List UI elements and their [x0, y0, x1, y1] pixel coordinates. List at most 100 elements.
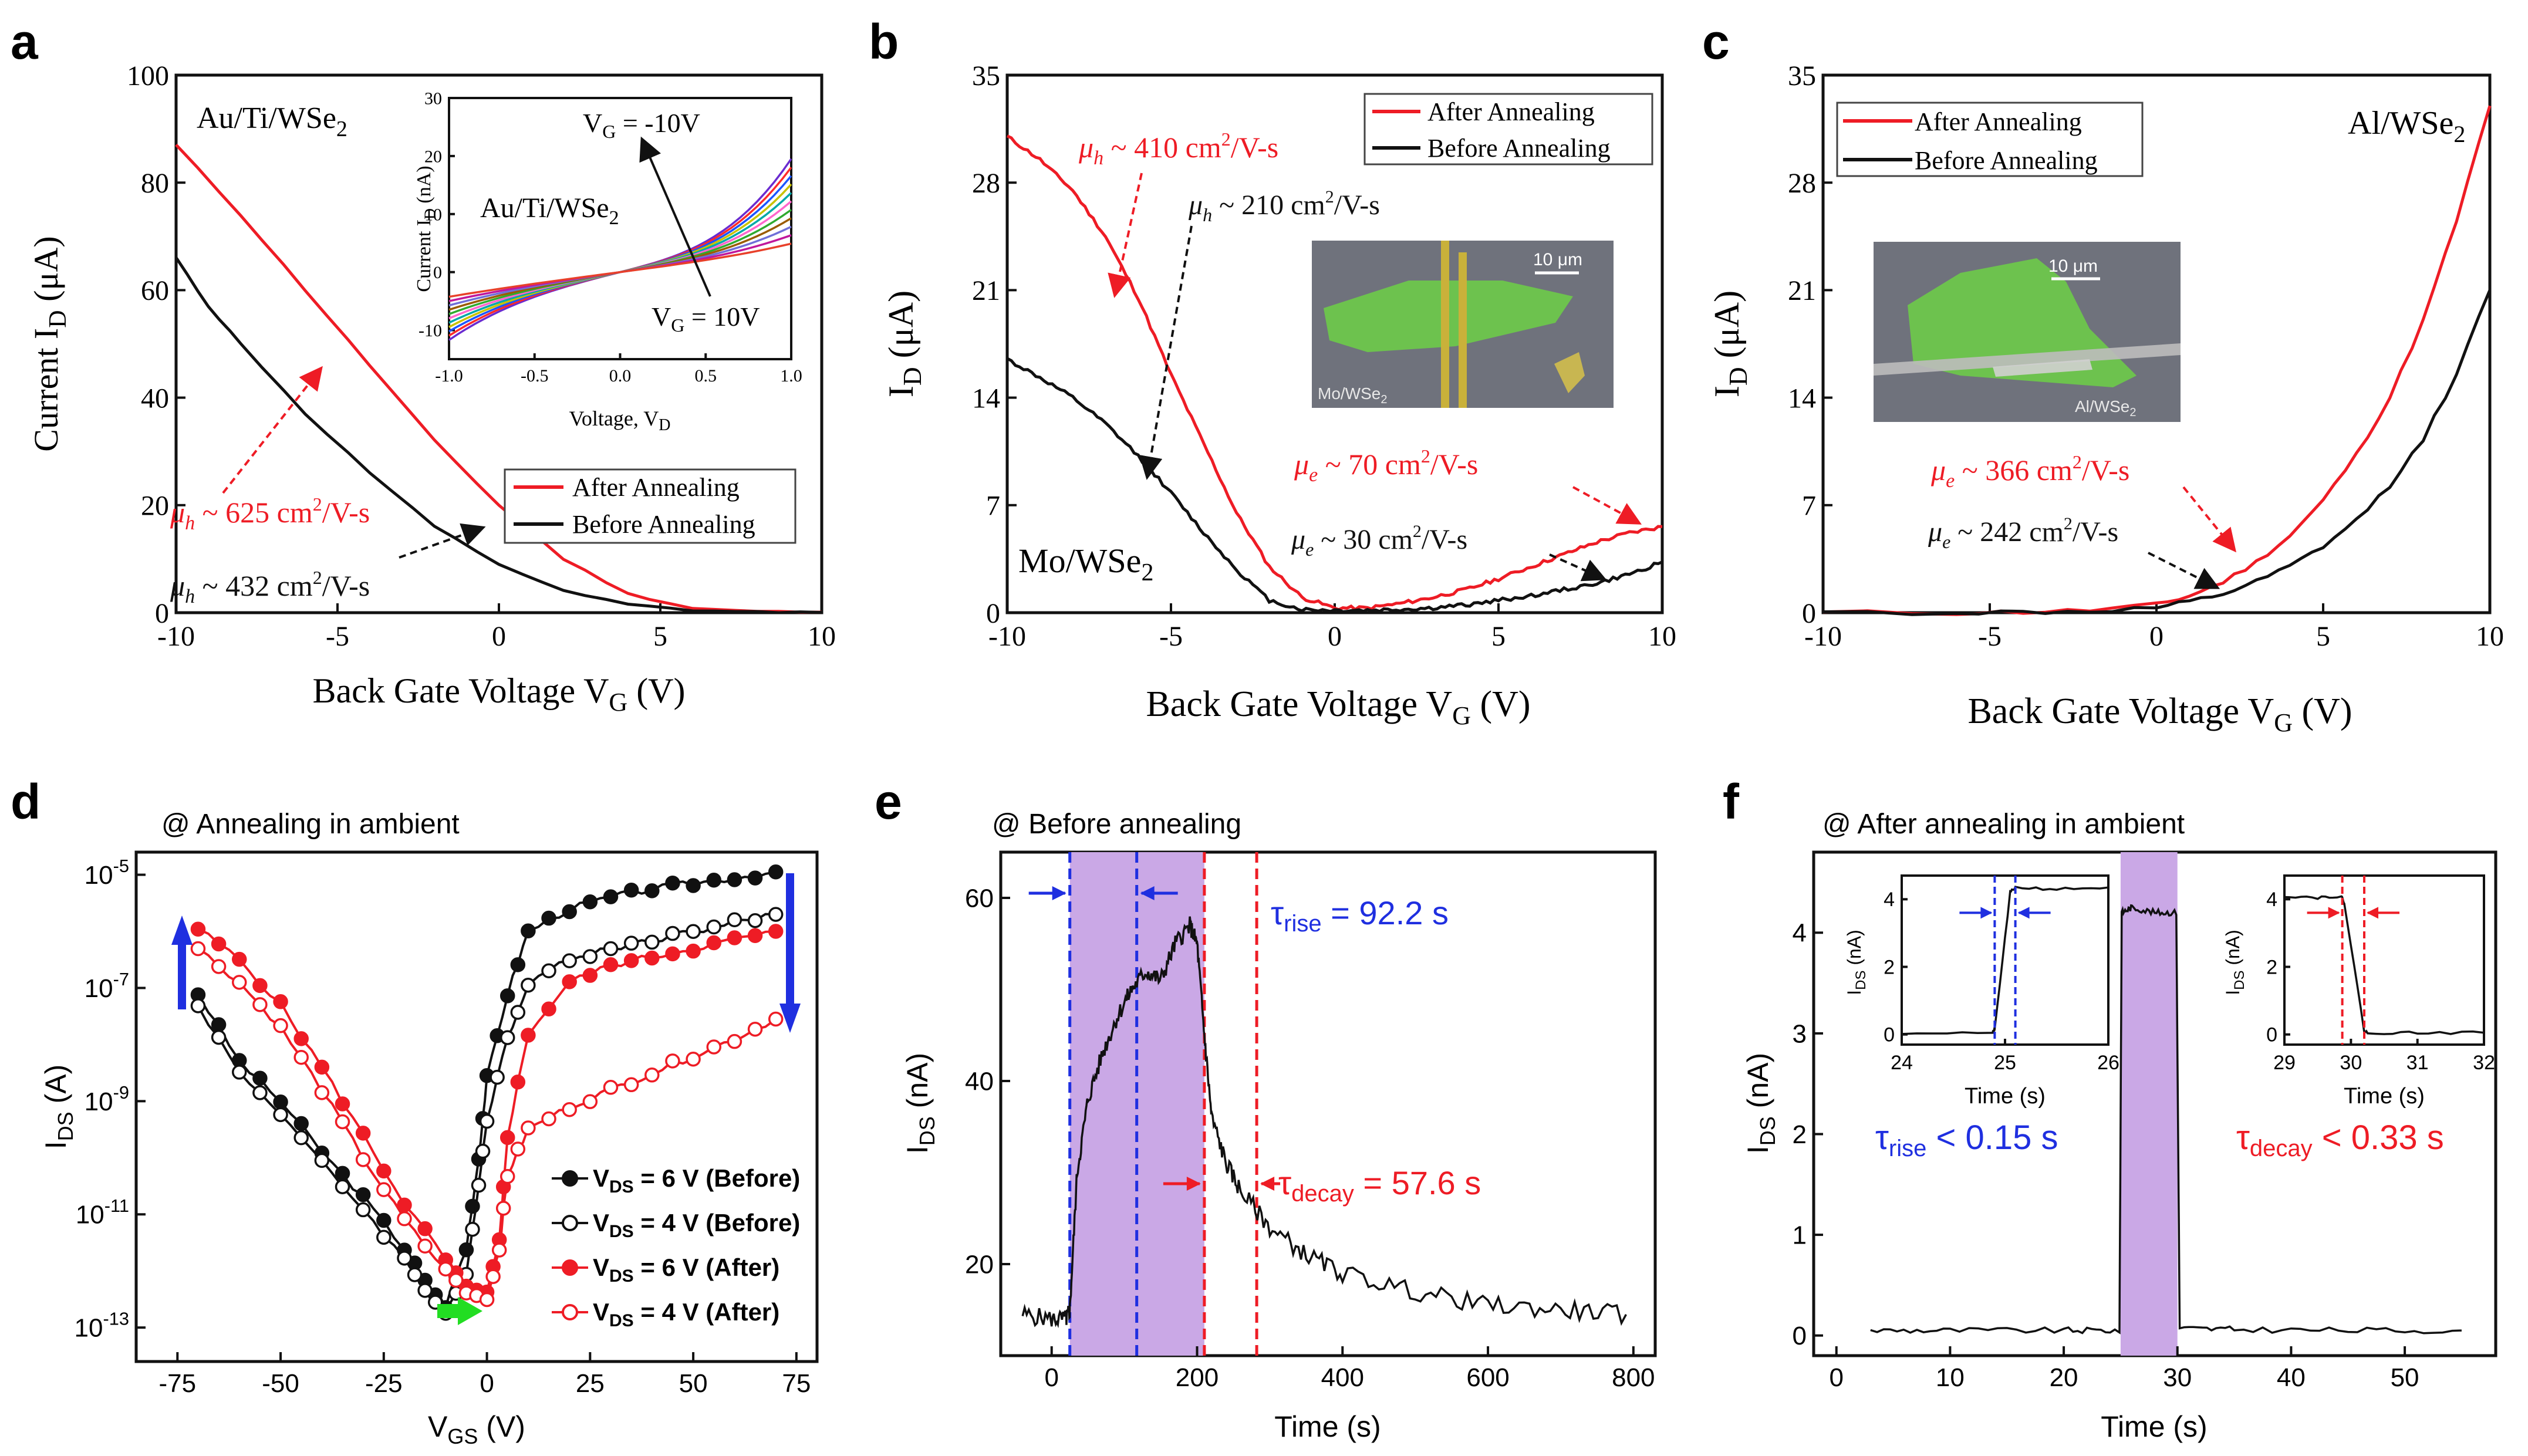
- panel-e: e @ Before annealing 0 200 400 600 800 20 40 60…: [875, 774, 1657, 1443]
- data-marker: [521, 977, 536, 993]
- y-tick-label: 0: [1802, 598, 1816, 629]
- y-tick-label: 10: [424, 205, 442, 224]
- data-marker: [232, 951, 247, 967]
- data-marker: [417, 1283, 433, 1298]
- mobility-before: μe ~ 242 cm2/V-s: [1928, 514, 2118, 552]
- data-marker: [541, 963, 556, 979]
- data-marker: [582, 1094, 598, 1109]
- panel-letter: c: [1702, 14, 1730, 69]
- x-axis-label: Back Gate Voltage VG (V): [1967, 691, 2352, 737]
- legend-label-after: After Annealing: [1915, 107, 2082, 136]
- y-axis-label: Current ID (μA): [27, 236, 72, 451]
- y-tick-label: 0: [986, 598, 1000, 629]
- inset-vg-arrow: [639, 136, 711, 297]
- data-marker: [623, 935, 639, 951]
- x-tick-label: -1.0: [435, 366, 463, 386]
- data-marker: [335, 1114, 350, 1130]
- x-tick-label: 50: [679, 1369, 708, 1398]
- mobility-after: μe ~ 366 cm2/V-s: [1930, 451, 2129, 492]
- y-tick-label: 10-7: [85, 969, 129, 1003]
- x-tick-label: 5: [653, 621, 667, 652]
- data-marker: [644, 1067, 660, 1083]
- data-marker: [273, 1018, 288, 1033]
- mobility-h-after: μh ~ 410 cm2/V-s: [1078, 129, 1278, 169]
- x-tick-label: 0: [1829, 1363, 1843, 1392]
- data-marker: [293, 1031, 309, 1046]
- inset-y-label: IDS (nA): [1844, 930, 1869, 995]
- x-tick-label: 24: [1891, 1052, 1913, 1074]
- data-marker: [706, 935, 721, 951]
- series-line-after: [175, 143, 822, 614]
- y-tick-label: 14: [1788, 383, 1816, 414]
- x-tick-label: -10: [157, 621, 195, 652]
- marker-arrowhead-right: [2017, 907, 2030, 919]
- data-marker: [273, 1107, 288, 1123]
- material-label: Au/Ti/WSe2: [197, 102, 347, 141]
- down-arrow-head: [779, 1004, 801, 1033]
- mobility-h-before: μh ~ 210 cm2/V-s: [1188, 187, 1380, 225]
- data-marker: [355, 1126, 371, 1141]
- y-tick-label: 0: [1793, 1322, 1807, 1350]
- x-tick-label: 20: [2050, 1363, 2078, 1392]
- x-tick-label: 800: [1612, 1363, 1655, 1392]
- x-tick-label: 25: [576, 1369, 605, 1398]
- x-tick-label: -75: [159, 1369, 197, 1398]
- data-marker: [499, 1130, 515, 1146]
- legend-label-before: Before Annealing: [1427, 134, 1611, 163]
- data-marker: [582, 894, 598, 910]
- data-marker: [438, 1261, 454, 1277]
- y-tick-label: 20: [965, 1250, 994, 1279]
- data-marker: [495, 1201, 511, 1216]
- data-marker: [644, 950, 660, 966]
- y-tick-label: 7: [986, 491, 1000, 522]
- x-tick-label: 10: [2476, 621, 2504, 652]
- y-axis-label: ID (μA): [1707, 290, 1753, 397]
- inset-series: [448, 158, 792, 341]
- data-marker: [541, 1001, 556, 1017]
- data-marker: [499, 1030, 515, 1045]
- x-tick-label: 5: [1491, 621, 1506, 652]
- y-tick-label: 2: [1793, 1120, 1807, 1149]
- x-tick-label: 400: [1321, 1363, 1364, 1392]
- y-tick-label: 0: [155, 598, 169, 629]
- illumination-shade: [1028, 852, 1281, 1356]
- data-marker: [417, 1238, 433, 1254]
- inset-material-label: Au/Ti/WSe2: [480, 192, 619, 229]
- micro-label: Mo/WSe2: [1318, 384, 1387, 406]
- series-line: [1021, 916, 1627, 1329]
- data-marker: [485, 1269, 501, 1285]
- data-marker: [273, 994, 288, 1009]
- legend: After Annealing Before Annealing: [1836, 102, 2144, 177]
- data-marker: [448, 1272, 464, 1288]
- x-tick-label: 25: [1994, 1052, 2016, 1074]
- legend: After Annealing Before Annealing: [1363, 93, 1653, 165]
- scale-label: 10 μm: [1533, 250, 1582, 269]
- data-marker: [314, 1085, 330, 1100]
- data-marker: [397, 1251, 412, 1266]
- data-marker: [747, 928, 763, 944]
- panel-letter: d: [11, 774, 40, 829]
- decay-arrowhead-right: [1260, 1177, 1275, 1191]
- data-marker: [727, 912, 742, 928]
- data-marker: [314, 1153, 330, 1168]
- x-tick-label: -0.5: [521, 366, 549, 386]
- x-axis-label: Time (s): [1274, 1410, 1381, 1443]
- data-marker: [727, 1033, 742, 1049]
- series-line: [1901, 886, 2109, 1035]
- mobility-after: μh ~ 625 cm2/V-s: [170, 494, 370, 534]
- x-axis-label: VGS (V): [428, 1410, 525, 1448]
- y-tick-label: 2: [1884, 956, 1895, 978]
- shift-arrow-right: [437, 1304, 461, 1318]
- data-marker: [706, 919, 721, 935]
- inset-frame: [2283, 874, 2485, 1046]
- data-marker: [665, 875, 680, 891]
- y-tick-label: 80: [141, 168, 169, 199]
- data-marker: [603, 957, 619, 972]
- data-marker: [479, 1113, 495, 1129]
- inset-axis-ticks: -1.0 -0.5 0.0 0.5 1.0 -10 0 10 20 30: [418, 89, 802, 386]
- data-marker: [562, 904, 577, 920]
